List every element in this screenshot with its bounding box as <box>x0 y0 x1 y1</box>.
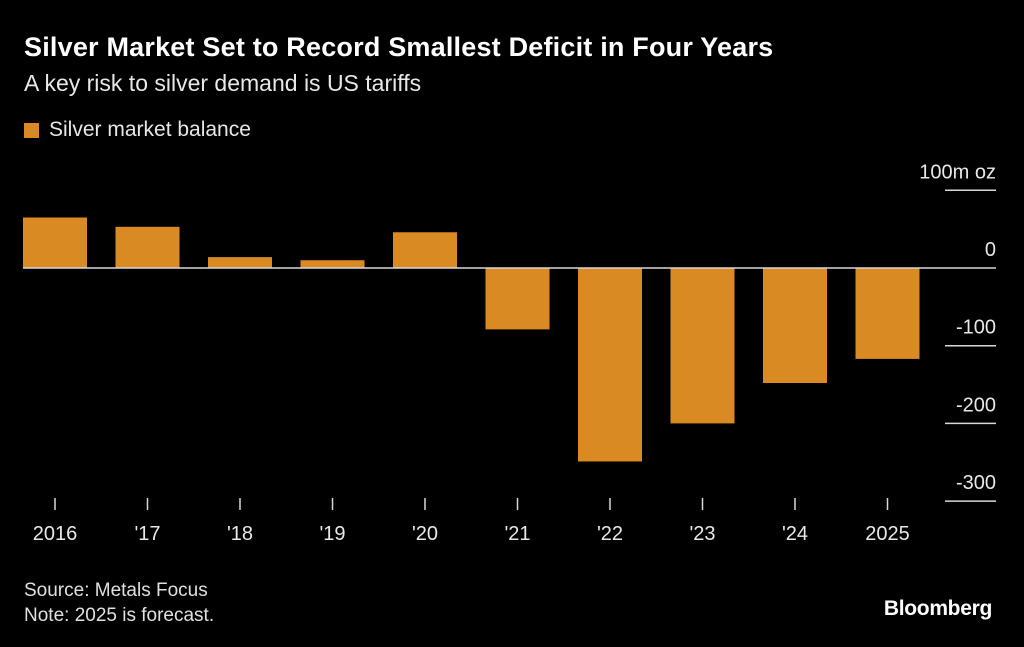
chart-title: Silver Market Set to Record Smallest Def… <box>24 32 774 62</box>
bar-24 <box>763 268 827 383</box>
x-tick-label: '19 <box>319 523 345 545</box>
bar-2016 <box>23 217 87 268</box>
bar-18 <box>208 257 272 268</box>
y-tick-label: -200 <box>956 394 996 416</box>
bloomberg-logo: Bloomberg <box>883 597 992 620</box>
legend: Silver market balance <box>24 118 251 142</box>
y-tick-label: 0 <box>985 239 996 261</box>
bar-20 <box>393 232 457 268</box>
bar-19 <box>300 260 365 268</box>
legend-label: Silver market balance <box>49 118 251 141</box>
legend-swatch <box>24 122 39 138</box>
x-tick-label: '21 <box>504 523 530 545</box>
x-tick-label: 2016 <box>33 523 78 545</box>
x-tick-label: '18 <box>227 523 253 545</box>
bar-23 <box>670 268 735 424</box>
bar-17 <box>115 226 180 268</box>
y-tick-label: -300 <box>956 472 996 494</box>
x-tick-label: '22 <box>597 523 623 545</box>
bar-21 <box>485 268 550 330</box>
x-tick-label: '24 <box>782 523 808 545</box>
bar-22 <box>578 268 642 462</box>
footnotes: Source: Metals Focus Note: 2025 is forec… <box>24 578 214 628</box>
source-text: Source: Metals Focus <box>24 580 208 601</box>
y-tick-label: 100m oz <box>919 161 996 183</box>
y-tick-label: -100 <box>956 317 996 339</box>
bar-2025 <box>855 268 920 359</box>
x-tick-label: '23 <box>689 523 715 545</box>
x-tick-label: '20 <box>412 523 438 545</box>
x-tick-label: '17 <box>134 523 160 545</box>
x-tick-label: 2025 <box>865 523 910 545</box>
note-text: Note: 2025 is forecast. <box>24 605 215 626</box>
chart-subtitle: A key risk to silver demand is US tariff… <box>24 70 422 96</box>
